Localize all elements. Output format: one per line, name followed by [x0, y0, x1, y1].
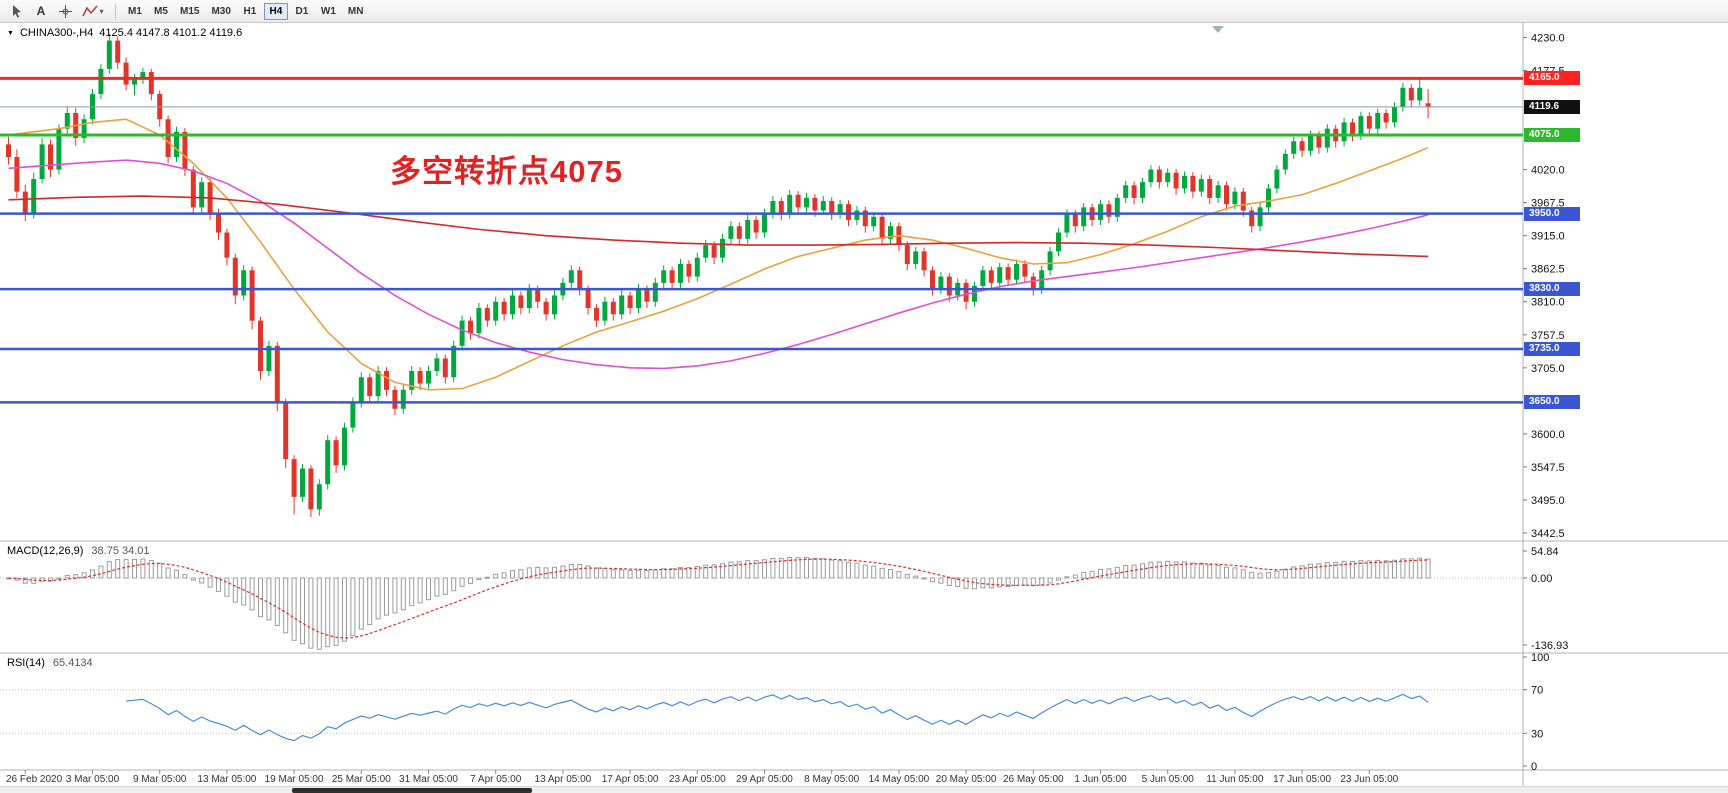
- chevron-down-icon: ▾: [99, 6, 104, 16]
- ma-slow-line: [8, 195, 1429, 258]
- chart-shift-marker-icon[interactable]: [1212, 26, 1224, 33]
- svg-text:26 Feb 2020: 26 Feb 2020: [6, 774, 63, 785]
- svg-text:17 Jun 05:00: 17 Jun 05:00: [1273, 774, 1331, 785]
- text-tool-icon: A: [36, 4, 46, 18]
- scrollbar-thumb[interactable]: [292, 788, 532, 793]
- svg-text:4177.5: 4177.5: [1531, 65, 1565, 77]
- svg-text:19 Mar 05:00: 19 Mar 05:00: [265, 774, 324, 785]
- svg-text:25 Mar 05:00: 25 Mar 05:00: [332, 774, 391, 785]
- symbol-dropdown-icon[interactable]: ▼: [7, 29, 14, 37]
- annotation-text[interactable]: 多空转折点4075: [390, 154, 623, 189]
- svg-text:70: 70: [1531, 685, 1543, 697]
- svg-text:3915.0: 3915.0: [1531, 231, 1565, 243]
- svg-text:3547.5: 3547.5: [1531, 462, 1565, 474]
- svg-text:3862.5: 3862.5: [1531, 264, 1565, 276]
- candlestick-series: [6, 33, 1431, 517]
- svg-text:9 Mar 05:00: 9 Mar 05:00: [133, 774, 187, 785]
- svg-text:4020.0: 4020.0: [1531, 165, 1565, 177]
- svg-text:1 Jun 05:00: 1 Jun 05:00: [1074, 774, 1127, 785]
- ohlc-values: 4125.4 4147.8 4101.2 4119.6: [99, 27, 243, 39]
- svg-text:20 May 05:00: 20 May 05:00: [936, 774, 997, 785]
- macd-signal-line: [8, 558, 1429, 639]
- svg-text:31 Mar 05:00: 31 Mar 05:00: [399, 774, 458, 785]
- svg-text:17 Apr 05:00: 17 Apr 05:00: [602, 774, 659, 785]
- svg-text:7 Apr 05:00: 7 Apr 05:00: [470, 774, 522, 785]
- timeframe-button-mn[interactable]: MN: [347, 5, 364, 17]
- timeframe-button-w1[interactable]: W1: [320, 5, 336, 17]
- cursor-tool-button[interactable]: [5, 2, 29, 21]
- timeframe-button-h4[interactable]: H4: [263, 2, 288, 20]
- svg-text:13 Mar 05:00: 13 Mar 05:00: [197, 774, 256, 785]
- svg-text:23 Jun 05:00: 23 Jun 05:00: [1340, 774, 1398, 785]
- svg-text:4230.0: 4230.0: [1531, 32, 1565, 44]
- svg-text:14 May 05:00: 14 May 05:00: [869, 774, 930, 785]
- svg-text:3442.5: 3442.5: [1531, 528, 1565, 540]
- price-axis[interactable]: 4230.0 4177.5 4020.0 3967.5 3915.0 3862.5 3810…: [1523, 32, 1568, 773]
- horizontal-scrollbar[interactable]: [0, 786, 1728, 793]
- toolbar-separator: [115, 3, 116, 19]
- macd-label-row: MACD(12,26,9) 38.75 34.01: [7, 545, 150, 557]
- svg-text:3 Mar 05:00: 3 Mar 05:00: [66, 774, 120, 785]
- timeframe-button-m1[interactable]: M1: [128, 5, 142, 17]
- crosshair-tool-button[interactable]: [53, 2, 77, 21]
- svg-text:3810.0: 3810.0: [1531, 297, 1565, 309]
- symbol-timeframe-label: CHINA300-,H4: [19, 27, 94, 39]
- rsi-label-row: RSI(14) 65.4134: [7, 657, 93, 669]
- svg-text:29 Apr 05:00: 29 Apr 05:00: [736, 774, 793, 785]
- timeframe-toolbar: M1 M5 M15 M30 H1 H4 D1 W1 MN: [122, 2, 369, 20]
- crosshair-icon: [58, 4, 72, 18]
- svg-text:100: 100: [1531, 652, 1549, 664]
- rsi-line: [126, 693, 1429, 742]
- svg-text:11 Jun 05:00: 11 Jun 05:00: [1206, 774, 1264, 785]
- svg-text:26 May 05:00: 26 May 05:00: [1003, 774, 1064, 785]
- timeframe-button-d1[interactable]: D1: [295, 5, 309, 17]
- macd-values: 38.75 34.01: [91, 545, 150, 557]
- rsi-value: 65.4134: [52, 657, 93, 669]
- rsi-label: RSI(14): [7, 657, 45, 669]
- svg-text:5 Jun 05:00: 5 Jun 05:00: [1142, 774, 1195, 785]
- chart-header: ▼ CHINA300-,H4 4125.4 4147.8 4101.2 4119…: [7, 27, 242, 39]
- svg-text:-136.93: -136.93: [1531, 640, 1568, 652]
- svg-text:0: 0: [1531, 761, 1537, 773]
- timeframe-button-m5[interactable]: M5: [154, 5, 168, 17]
- macd-histogram: [6, 556, 1431, 650]
- svg-text:0.00: 0.00: [1531, 573, 1552, 585]
- svg-text:30: 30: [1531, 728, 1543, 740]
- svg-text:3495.0: 3495.0: [1531, 495, 1565, 507]
- timeframe-button-m30[interactable]: M30: [211, 5, 231, 17]
- zigzag-indicator-icon: [82, 5, 99, 16]
- svg-text:3600.0: 3600.0: [1531, 429, 1565, 441]
- indicator-tool-button[interactable]: ▾: [77, 2, 109, 21]
- text-tool-button[interactable]: A: [29, 2, 53, 21]
- svg-text:23 Apr 05:00: 23 Apr 05:00: [669, 774, 726, 785]
- svg-text:3967.5: 3967.5: [1531, 198, 1565, 210]
- svg-text:3757.5: 3757.5: [1531, 330, 1565, 342]
- timeframe-button-h1[interactable]: H1: [243, 5, 257, 17]
- macd-label: MACD(12,26,9): [7, 545, 84, 557]
- date-axis[interactable]: 26 Feb 2020 3 Mar 05:00 9 Mar 05:00 13 Mar …: [6, 770, 1399, 785]
- ma-fast-line: [8, 118, 1429, 391]
- svg-text:13 Apr 05:00: 13 Apr 05:00: [535, 774, 592, 785]
- svg-text:8 May 05:00: 8 May 05:00: [804, 774, 859, 785]
- svg-text:54.84: 54.84: [1531, 546, 1559, 558]
- ma-mid-line: [8, 159, 1429, 370]
- svg-text:3705.0: 3705.0: [1531, 363, 1565, 375]
- main-toolbar: A ▾ M1 M5 M15 M30 H1 H4 D1 W1 MN: [0, 0, 1728, 23]
- cursor-icon: [12, 4, 21, 18]
- timeframe-button-m15[interactable]: M15: [180, 5, 200, 17]
